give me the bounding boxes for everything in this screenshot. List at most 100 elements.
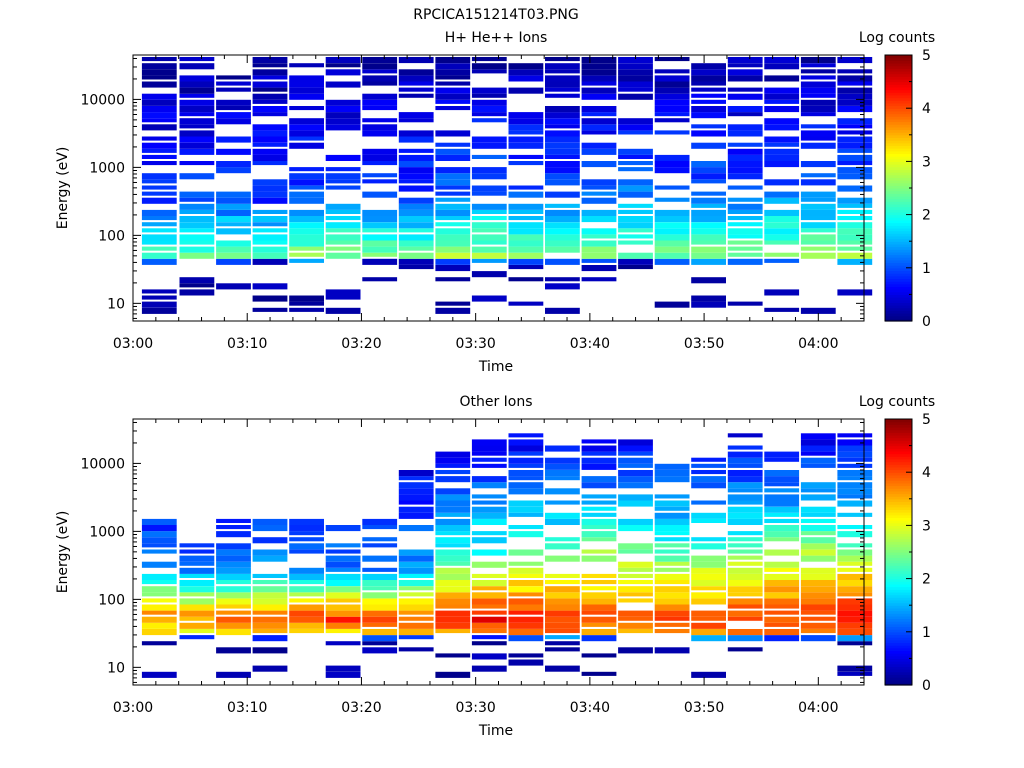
spectrogram-cell xyxy=(325,106,361,113)
colorbar-swatch xyxy=(885,217,912,221)
spectrogram-cell xyxy=(362,555,398,562)
spectrogram-cell xyxy=(252,246,288,253)
spectrogram-cell xyxy=(179,543,215,548)
spectrogram-cell xyxy=(691,592,726,599)
spectrogram-cell xyxy=(141,240,177,245)
spectrogram-cell xyxy=(508,216,544,221)
spectrogram-cell xyxy=(252,604,288,611)
spectrogram-cell xyxy=(545,191,580,198)
spectrogram-cell xyxy=(141,216,177,221)
spectrogram-cell xyxy=(508,252,544,259)
spectrogram-cell xyxy=(325,622,361,629)
spectrogram-cell xyxy=(545,283,580,290)
spectrogram-cell xyxy=(727,167,763,174)
spectrogram-cell xyxy=(398,246,434,251)
x-tick-label: 03:40 xyxy=(570,700,610,716)
spectrogram-cell xyxy=(141,228,177,233)
spectrogram-cell xyxy=(837,258,873,265)
spectrogram-cell xyxy=(581,457,617,464)
spectrogram-cell xyxy=(289,573,324,580)
spectrogram-cell xyxy=(581,439,617,444)
spectrogram-cell xyxy=(800,610,836,615)
y-tick-label: 1000 xyxy=(89,160,125,176)
spectrogram-cell xyxy=(141,63,177,70)
colorbar-swatch xyxy=(885,206,912,210)
spectrogram-cell xyxy=(581,228,617,235)
spectrogram-cell xyxy=(435,488,471,495)
spectrogram-cell xyxy=(691,197,726,204)
spectrogram-cell xyxy=(654,246,690,253)
spectrogram-cell xyxy=(216,592,251,599)
colorbar-swatch xyxy=(885,629,912,633)
spectrogram-cell xyxy=(618,647,653,654)
colorbar-swatch xyxy=(885,549,912,553)
y-tick-label: 10 xyxy=(107,660,125,676)
spectrogram-cell xyxy=(398,592,434,597)
spectrogram-cell xyxy=(398,610,434,615)
colorbar-swatch xyxy=(885,145,912,149)
spectrogram-cell xyxy=(471,185,507,192)
spectrogram-cell xyxy=(545,57,580,62)
spectrogram-cell xyxy=(289,81,324,88)
spectrogram-cell xyxy=(289,604,324,611)
spectrogram-cell xyxy=(398,173,434,180)
spectrogram-cell xyxy=(618,258,653,265)
spectrogram-cell xyxy=(618,482,653,489)
spectrogram-cell xyxy=(727,580,763,587)
colorbar-swatch xyxy=(885,158,912,162)
spectrogram-cell xyxy=(618,265,653,270)
spectrogram-cell xyxy=(581,549,617,554)
spectrogram-cell xyxy=(545,148,580,155)
spectrogram-cell xyxy=(581,531,617,538)
spectrogram-cell xyxy=(545,161,580,168)
spectrogram-cell xyxy=(764,118,800,125)
spectrogram-cell xyxy=(691,457,726,462)
spectrogram-cell xyxy=(141,252,177,259)
colorbar-swatch xyxy=(885,57,912,61)
spectrogram-cell xyxy=(581,610,617,615)
spectrogram-cell xyxy=(289,228,324,235)
colorbar-swatch xyxy=(885,97,912,101)
spectrogram-cell xyxy=(435,148,471,155)
spectrogram-cell xyxy=(435,99,471,104)
spectrogram-cell xyxy=(398,185,434,192)
colorbar-swatch xyxy=(885,55,912,59)
spectrogram-cell xyxy=(362,99,398,106)
spectrogram-cell xyxy=(471,240,507,245)
colorbar-swatch xyxy=(885,62,912,67)
spectrogram-cell xyxy=(508,228,544,235)
spectrogram-cell xyxy=(471,439,507,446)
colorbar-swatch xyxy=(885,602,912,606)
spectrogram-cell xyxy=(800,537,836,544)
spectrogram-cell xyxy=(837,500,873,507)
spectrogram-cell xyxy=(691,561,726,568)
spectrogram-cell xyxy=(398,258,434,265)
spectrogram-cell xyxy=(837,75,873,82)
spectrogram-cell xyxy=(398,512,434,519)
spectrogram-cell xyxy=(837,482,873,489)
colorbar-swatch xyxy=(885,557,912,561)
spectrogram-cell xyxy=(545,118,580,125)
spectrogram-cell xyxy=(581,635,617,642)
spectrogram-cell xyxy=(508,604,544,611)
spectrogram-cell xyxy=(545,488,580,495)
spectrogram-cell xyxy=(362,63,398,70)
spectrogram-cell xyxy=(800,63,836,68)
figure-title: RPCICA151214T03.PNG xyxy=(413,7,578,23)
spectrogram-cell xyxy=(398,555,434,562)
spectrogram-cell xyxy=(691,216,726,223)
spectrogram-cell xyxy=(508,161,544,166)
spectrogram-cell xyxy=(691,616,726,621)
spectrogram-cell xyxy=(837,197,873,204)
colorbar-swatch xyxy=(885,113,912,117)
spectrogram-cell xyxy=(179,216,215,223)
spectrogram-cell xyxy=(289,222,324,229)
spectrogram-cell xyxy=(545,81,580,88)
colorbar-swatch xyxy=(885,615,912,620)
colorbar-swatch xyxy=(885,70,912,75)
spectrogram-cell xyxy=(398,118,434,123)
spectrogram-cell xyxy=(508,69,544,76)
spectrogram-cell xyxy=(727,476,763,483)
spectrogram-cell xyxy=(581,75,617,82)
